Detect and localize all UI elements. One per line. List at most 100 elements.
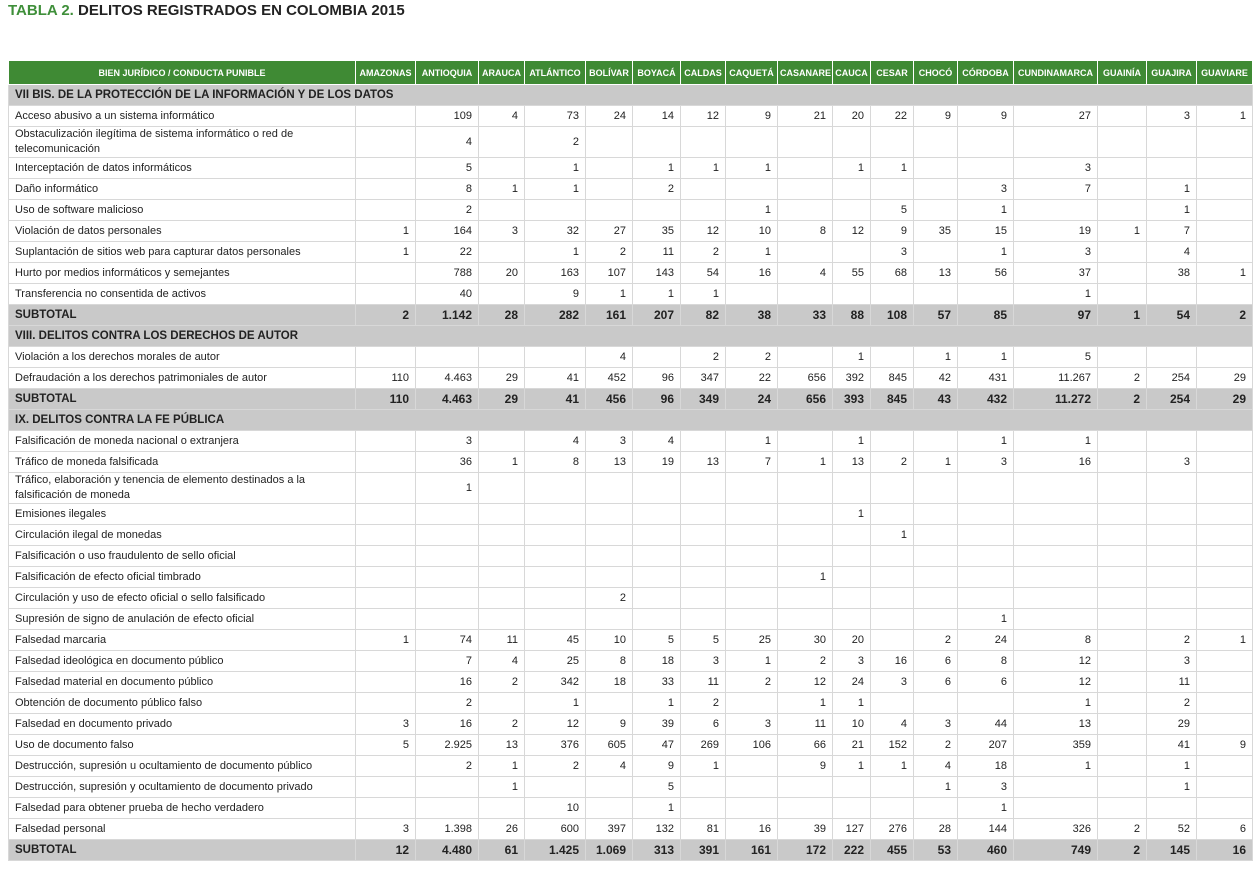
row-label: Uso de software malicioso <box>8 199 356 221</box>
cell <box>777 126 833 158</box>
cell <box>832 545 871 567</box>
cell: 1 <box>524 157 586 179</box>
cell: 35 <box>913 220 958 242</box>
cell <box>585 692 633 714</box>
cell: 5 <box>355 734 416 756</box>
cell: 393 <box>832 388 871 410</box>
cell: 21 <box>777 105 833 127</box>
cell <box>870 430 914 452</box>
row-label: Falsificación o uso fraudulento de sello… <box>8 545 356 567</box>
subtotal-label: SUBTOTAL <box>8 388 356 410</box>
cell: 30 <box>777 629 833 651</box>
cell <box>913 126 958 158</box>
cell <box>777 472 833 504</box>
cell: 13 <box>478 734 525 756</box>
cell: 3 <box>957 451 1014 473</box>
cell <box>913 199 958 221</box>
cell <box>913 692 958 714</box>
data-row: Violación a los derechos morales de auto… <box>8 346 1253 368</box>
cell <box>524 776 586 798</box>
cell <box>355 105 416 127</box>
cell <box>1097 797 1147 819</box>
cell <box>632 199 681 221</box>
cell: 10 <box>725 220 778 242</box>
cell <box>1196 157 1253 179</box>
cell: 2 <box>415 199 479 221</box>
cell <box>478 241 525 263</box>
cell <box>1097 241 1147 263</box>
cell <box>913 524 958 546</box>
cell: 5 <box>632 776 681 798</box>
cell: 3 <box>1013 157 1098 179</box>
cell <box>1196 178 1253 200</box>
cell <box>1146 503 1197 525</box>
cell: 44 <box>957 713 1014 735</box>
row-label: Falsificación de efecto oficial timbrado <box>8 566 356 588</box>
cell <box>632 566 681 588</box>
cell: 432 <box>957 388 1014 410</box>
cell <box>355 650 416 672</box>
cell: 22 <box>870 105 914 127</box>
cell: 2 <box>725 671 778 693</box>
cell <box>355 283 416 305</box>
cell <box>524 587 586 609</box>
cell <box>870 283 914 305</box>
cell <box>415 503 479 525</box>
cell <box>1196 776 1253 798</box>
cell: 1 <box>632 283 681 305</box>
cell: 11 <box>1146 671 1197 693</box>
cell: 2 <box>680 346 726 368</box>
data-row: Violación de datos personales 1 164 3 32 27 35… <box>8 220 1253 242</box>
cell: 21 <box>832 734 871 756</box>
row-label: Violación de datos personales <box>8 220 356 242</box>
data-row: Supresión de signo de anulación de efect… <box>8 608 1253 630</box>
cell <box>1013 545 1098 567</box>
row-label: Falsedad material en documento público <box>8 671 356 693</box>
cell: 9 <box>524 283 586 305</box>
title-text: DELITOS REGISTRADOS EN COLOMBIA 2015 <box>78 2 405 19</box>
cell <box>832 126 871 158</box>
cell: 73 <box>524 105 586 127</box>
cell: 11 <box>478 629 525 651</box>
subtotal-row: SUBTOTAL 2 1.142 28 282 161 207 82 38 33 88 108 57 85… <box>8 304 1253 326</box>
cell <box>777 776 833 798</box>
cell <box>355 566 416 588</box>
cell <box>725 608 778 630</box>
cell: 1 <box>632 157 681 179</box>
cell <box>913 430 958 452</box>
cell <box>1146 608 1197 630</box>
cell: 12 <box>355 839 416 861</box>
cell: 9 <box>870 220 914 242</box>
cell: 110 <box>355 367 416 389</box>
cell: 2 <box>725 346 778 368</box>
section-title: IX. DELITOS CONTRA LA FE PÚBLICA <box>8 409 1253 431</box>
cell: 9 <box>913 105 958 127</box>
cell: 161 <box>725 839 778 861</box>
row-label: Falsedad para obtener prueba de hecho ve… <box>8 797 356 819</box>
cell: 600 <box>524 818 586 840</box>
cell: 8 <box>585 650 633 672</box>
cell: 2 <box>524 755 586 777</box>
cell: 9 <box>632 755 681 777</box>
cell: 1 <box>913 346 958 368</box>
cell: 1 <box>680 755 726 777</box>
data-row: Defraudación a los derechos patrimoniale… <box>8 367 1253 389</box>
cell: 4 <box>585 755 633 777</box>
cell: 12 <box>680 220 726 242</box>
cell <box>832 797 871 819</box>
cell: 88 <box>832 304 871 326</box>
data-row: Tráfico, elaboración y tenencia de eleme… <box>8 472 1253 504</box>
data-row: Tráfico de moneda falsificada 36 1 8 13 19 13 7… <box>8 451 1253 473</box>
cell: 24 <box>585 105 633 127</box>
cell <box>777 199 833 221</box>
cell: 1 <box>478 451 525 473</box>
cell: 7 <box>1146 220 1197 242</box>
cell <box>524 566 586 588</box>
cell <box>913 545 958 567</box>
cell: 97 <box>1013 304 1098 326</box>
cell: 4 <box>524 430 586 452</box>
cell <box>585 524 633 546</box>
cell: 1 <box>777 566 833 588</box>
cell: 4.480 <box>415 839 479 861</box>
row-label: Falsedad personal <box>8 818 356 840</box>
